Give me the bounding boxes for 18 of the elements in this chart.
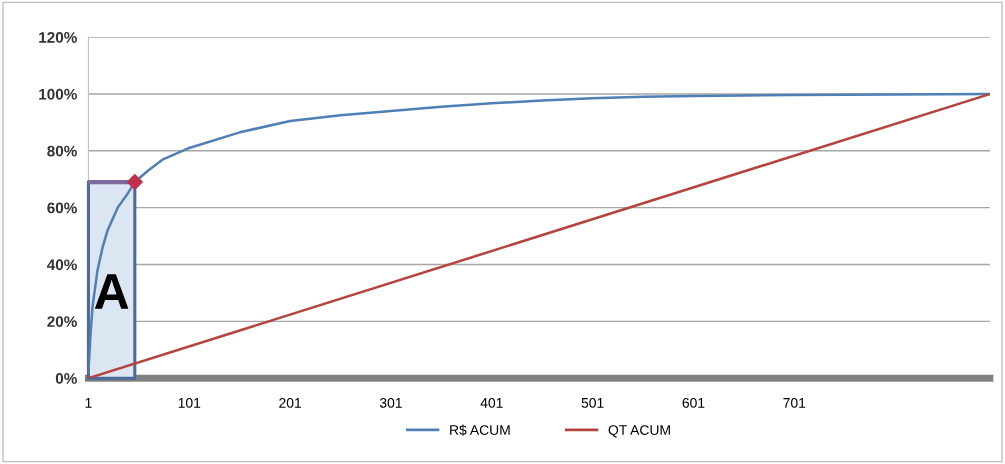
x-tick-label: 501 [581,397,604,408]
x-tick-label: 1 [85,398,92,408]
y-tick-label: 100% [39,88,77,100]
band-label: A [94,274,129,309]
legend-label: R$ ACUM [450,424,510,436]
y-tick-label: 0% [55,373,77,384]
x-tick-label: 101 [178,397,201,408]
x-tick-label: 201 [279,397,302,408]
legend-label: QT ACUM [608,425,670,438]
y-tick-label: 80% [47,145,77,157]
x-tick-label: 401 [480,397,503,408]
x-tick-label: 701 [783,397,806,408]
x-tick-label: 601 [682,397,705,408]
y-tick-label: 40% [46,259,77,271]
y-tick-label: 60% [47,202,77,214]
y-tick-label: 120% [39,31,77,43]
x-tick-label: 301 [379,397,402,408]
y-tick-label: 20% [47,316,77,328]
